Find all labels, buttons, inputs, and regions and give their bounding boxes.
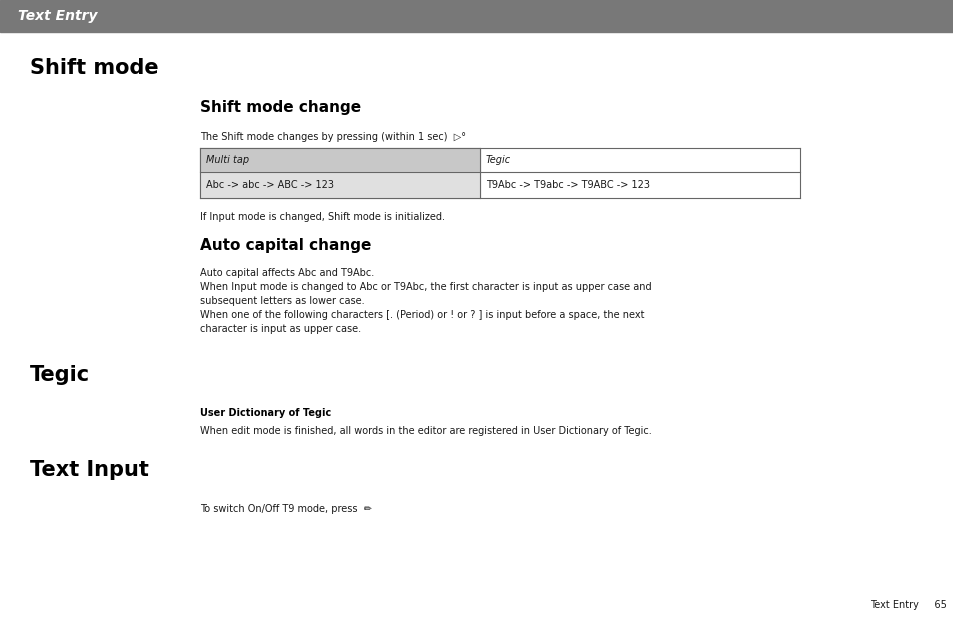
- Text: When edit mode is finished, all words in the editor are registered in User Dicti: When edit mode is finished, all words in…: [200, 426, 651, 436]
- Bar: [200, 148, 479, 172]
- Text: Multi tap: Multi tap: [206, 155, 249, 165]
- Text: Auto capital affects Abc and T9Abc.: Auto capital affects Abc and T9Abc.: [200, 268, 374, 278]
- Text: Shift mode: Shift mode: [30, 58, 158, 78]
- Text: Tegic: Tegic: [30, 365, 90, 385]
- Bar: [200, 172, 479, 198]
- Text: The Shift mode changes by pressing (within 1 sec)  ▷°: The Shift mode changes by pressing (with…: [200, 132, 465, 142]
- Text: To switch On/Off T9 mode, press  ✏: To switch On/Off T9 mode, press ✏: [200, 504, 372, 514]
- Text: Auto capital change: Auto capital change: [200, 238, 371, 253]
- Text: Text Entry     65: Text Entry 65: [869, 600, 946, 610]
- Text: Shift mode change: Shift mode change: [200, 100, 361, 115]
- Text: When Input mode is changed to Abc or T9Abc, the first character is input as uppe: When Input mode is changed to Abc or T9A…: [200, 282, 651, 292]
- Text: subsequent letters as lower case.: subsequent letters as lower case.: [200, 296, 364, 306]
- Text: Abc -> abc -> ABC -> 123: Abc -> abc -> ABC -> 123: [206, 180, 334, 190]
- Text: character is input as upper case.: character is input as upper case.: [200, 324, 361, 334]
- Text: Text Input: Text Input: [30, 460, 149, 480]
- Text: Text Entry: Text Entry: [18, 9, 97, 23]
- Text: If Input mode is changed, Shift mode is initialized.: If Input mode is changed, Shift mode is …: [200, 212, 444, 222]
- Text: When one of the following characters [. (Period) or ! or ? ] is input before a s: When one of the following characters [. …: [200, 310, 644, 320]
- Text: Tegic: Tegic: [485, 155, 511, 165]
- Bar: [0, 0, 953, 32]
- Text: T9Abc -> T9abc -> T9ABC -> 123: T9Abc -> T9abc -> T9ABC -> 123: [485, 180, 649, 190]
- Text: User Dictionary of Tegic: User Dictionary of Tegic: [200, 408, 331, 418]
